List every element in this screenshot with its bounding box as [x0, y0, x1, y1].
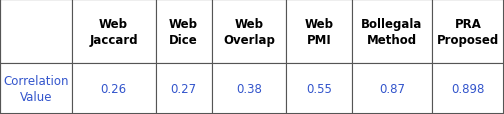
Bar	[432, 64, 504, 114]
Text: Correlation
Value: Correlation Value	[3, 75, 69, 103]
Bar	[286, 64, 352, 114]
Bar	[286, 0, 352, 64]
Bar	[212, 64, 286, 114]
Bar	[432, 0, 504, 64]
Text: 0.898: 0.898	[452, 82, 485, 95]
Text: 0.26: 0.26	[100, 82, 127, 95]
Bar	[72, 0, 156, 64]
Text: Web
Jaccard: Web Jaccard	[89, 18, 138, 46]
Text: Bollegala
Method: Bollegala Method	[361, 18, 423, 46]
Text: 0.27: 0.27	[170, 82, 197, 95]
Text: 0.87: 0.87	[379, 82, 405, 95]
Text: 0.55: 0.55	[306, 82, 332, 95]
Bar	[0, 64, 72, 114]
Text: Web
Dice: Web Dice	[169, 18, 198, 46]
Text: PRA
Proposed: PRA Proposed	[437, 18, 499, 46]
Text: Web
Overlap: Web Overlap	[223, 18, 275, 46]
Text: 0.38: 0.38	[236, 82, 262, 95]
Bar	[352, 64, 432, 114]
Text: Web
PMI: Web PMI	[304, 18, 333, 46]
Bar	[212, 0, 286, 64]
Bar	[156, 0, 212, 64]
Bar	[352, 0, 432, 64]
Bar	[72, 64, 156, 114]
Bar	[156, 64, 212, 114]
Bar	[0, 0, 72, 64]
